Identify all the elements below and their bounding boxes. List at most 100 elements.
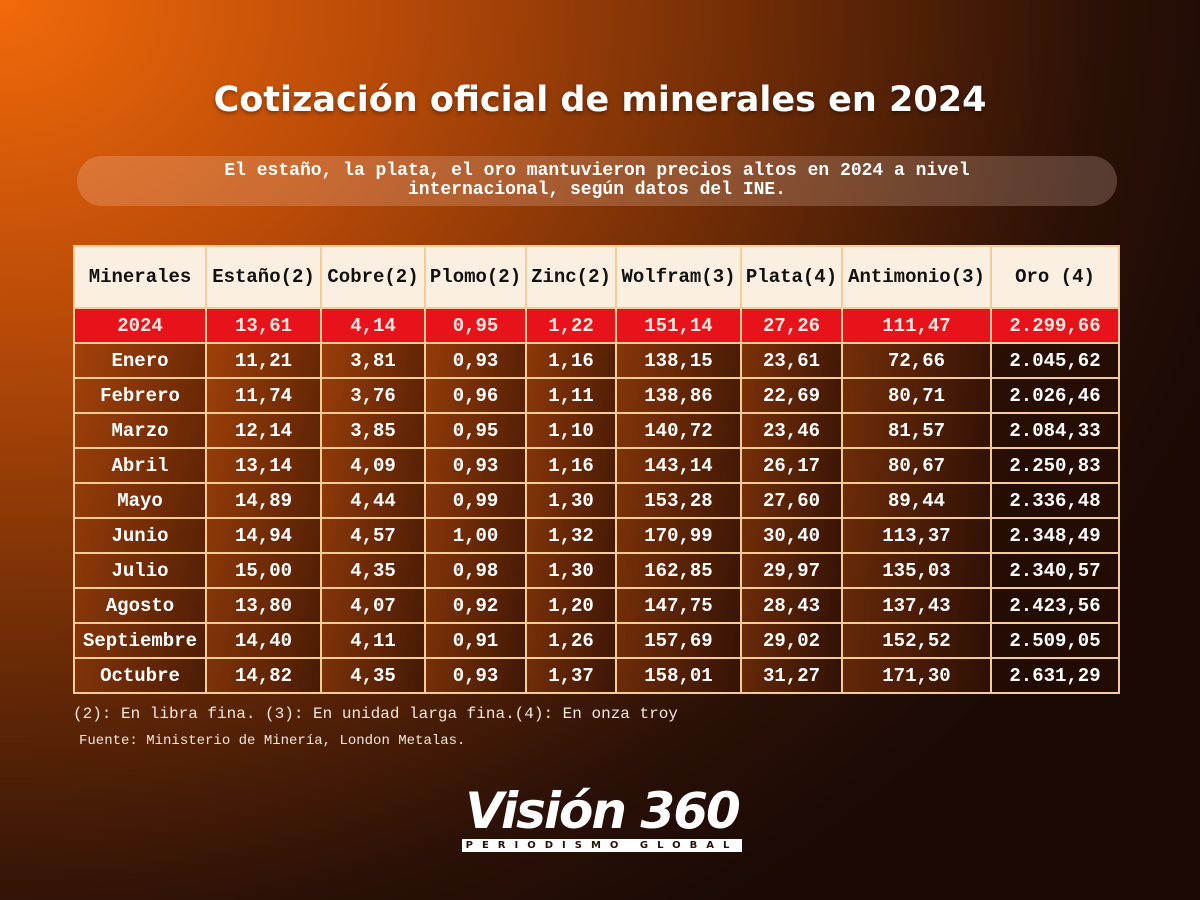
- table-cell: 171,30: [841, 657, 992, 694]
- month-cell: Febrero: [73, 377, 207, 414]
- table-cell: 1,16: [525, 342, 617, 379]
- subtitle-banner: El estaño, la plata, el oro mantuvieron …: [77, 156, 1117, 206]
- table-cell: 2.423,56: [990, 587, 1120, 624]
- table-cell: 162,85: [615, 552, 742, 589]
- table-header-row: Minerales Estaño(2) Cobre(2) Plomo(2) Zinc(2…: [73, 245, 1120, 309]
- table-cell: 1,37: [525, 657, 617, 694]
- column-header: Cobre(2): [320, 245, 426, 309]
- column-header: Oro (4): [990, 245, 1120, 309]
- table-cell: 11,74: [205, 377, 322, 414]
- table-cell: 1,16: [525, 447, 617, 484]
- source-note: Fuente: Ministerio de Minería, London Me…: [79, 733, 466, 749]
- table-cell: 138,86: [615, 377, 742, 414]
- vision360-logo: Visión 360 PERIODISMO GLOBAL: [462, 785, 742, 852]
- table-cell: 72,66: [841, 342, 992, 379]
- table-cell: 14,40: [205, 622, 322, 659]
- table-cell: 28,43: [740, 587, 843, 624]
- table-cell: 4,14: [320, 307, 426, 344]
- table-row: Octubre 14,82 4,35 0,93 1,37 158,01 31,27 171,3…: [73, 657, 1120, 694]
- month-cell: Abril: [73, 447, 207, 484]
- table-cell: 158,01: [615, 657, 742, 694]
- table-cell: 80,71: [841, 377, 992, 414]
- month-cell: Marzo: [73, 412, 207, 449]
- month-cell: Agosto: [73, 587, 207, 624]
- table-cell: 140,72: [615, 412, 742, 449]
- table-cell: 29,97: [740, 552, 843, 589]
- table-cell: 2.348,49: [990, 517, 1120, 554]
- table-row: Mayo 14,89 4,44 0,99 1,30 153,28 27,60 89,44 2.3…: [73, 482, 1120, 519]
- table-cell: 2.509,05: [990, 622, 1120, 659]
- table-cell: 2.631,29: [990, 657, 1120, 694]
- table-cell: 4,35: [320, 657, 426, 694]
- table-cell: 138,15: [615, 342, 742, 379]
- table-row: Enero 11,21 3,81 0,93 1,16 138,15 23,61 72,66 2.…: [73, 342, 1120, 379]
- table-cell: 13,14: [205, 447, 322, 484]
- table-cell: 0,95: [424, 307, 527, 344]
- table-cell: 1,26: [525, 622, 617, 659]
- table-cell: 1,32: [525, 517, 617, 554]
- table-cell: 1,20: [525, 587, 617, 624]
- table-cell: 81,57: [841, 412, 992, 449]
- table-cell: 26,17: [740, 447, 843, 484]
- minerals-price-table: Minerales Estaño(2) Cobre(2) Plomo(2) Zinc(2…: [73, 245, 1120, 694]
- table-cell: 3,76: [320, 377, 426, 414]
- table-cell: 0,96: [424, 377, 527, 414]
- column-header: Wolfram(3): [615, 245, 742, 309]
- month-cell: Mayo: [73, 482, 207, 519]
- table-cell: 0,91: [424, 622, 527, 659]
- column-header: Minerales: [73, 245, 207, 309]
- table-cell: 0,93: [424, 447, 527, 484]
- table-cell: 22,69: [740, 377, 843, 414]
- table-row: Abril 13,14 4,09 0,93 1,16 143,14 26,17 80,67 2.…: [73, 447, 1120, 484]
- table-cell: 12,14: [205, 412, 322, 449]
- table-row-total-2024: 2024 13,61 4,14 0,95 1,22 151,14 27,26 111,47 2.…: [73, 307, 1120, 344]
- column-header: Zinc(2): [525, 245, 617, 309]
- table-cell: 13,80: [205, 587, 322, 624]
- table-cell: 4,35: [320, 552, 426, 589]
- table-row: Junio 14,94 4,57 1,00 1,32 170,99 30,40 113,37 2…: [73, 517, 1120, 554]
- table-cell: 31,27: [740, 657, 843, 694]
- table-row: Septiembre 14,40 4,11 0,91 1,26 157,69 29,02 15…: [73, 622, 1120, 659]
- table-cell: 137,43: [841, 587, 992, 624]
- table-cell: 14,82: [205, 657, 322, 694]
- table-cell: 1,22: [525, 307, 617, 344]
- table-cell: 153,28: [615, 482, 742, 519]
- table-cell: 2.026,46: [990, 377, 1120, 414]
- table-cell: 80,67: [841, 447, 992, 484]
- table-row: Julio 15,00 4,35 0,98 1,30 162,85 29,97 135,03 2…: [73, 552, 1120, 589]
- table-cell: 4,09: [320, 447, 426, 484]
- logo-tagline: PERIODISMO GLOBAL: [462, 839, 742, 852]
- table-cell: 2.084,33: [990, 412, 1120, 449]
- table-cell: 11,21: [205, 342, 322, 379]
- logo-wordmark: Visión 360: [465, 782, 741, 840]
- table-cell: 0,99: [424, 482, 527, 519]
- table-row: Marzo 12,14 3,85 0,95 1,10 140,72 23,46 81,57 2.…: [73, 412, 1120, 449]
- table-cell: 2.340,57: [990, 552, 1120, 589]
- table-cell: 1,00: [424, 517, 527, 554]
- table-cell: 27,26: [740, 307, 843, 344]
- table-cell: 29,02: [740, 622, 843, 659]
- month-cell: Septiembre: [73, 622, 207, 659]
- table-cell: 1,30: [525, 482, 617, 519]
- table-cell: 13,61: [205, 307, 322, 344]
- table-cell: 143,14: [615, 447, 742, 484]
- table-cell: 170,99: [615, 517, 742, 554]
- units-note: (2): En libra fina. (3): En unidad larga…: [73, 705, 678, 723]
- month-cell: Julio: [73, 552, 207, 589]
- table-cell: 113,37: [841, 517, 992, 554]
- table-cell: 3,85: [320, 412, 426, 449]
- table-cell: 0,93: [424, 342, 527, 379]
- table-cell: 152,52: [841, 622, 992, 659]
- page-title: Cotización oficial de minerales en 2024: [213, 80, 987, 120]
- table-cell: 14,94: [205, 517, 322, 554]
- table-cell: 0,93: [424, 657, 527, 694]
- table-cell: 27,60: [740, 482, 843, 519]
- table-cell: 151,14: [615, 307, 742, 344]
- table-cell: 3,81: [320, 342, 426, 379]
- table-cell: 111,47: [841, 307, 992, 344]
- month-cell: Octubre: [73, 657, 207, 694]
- table-row: Febrero 11,74 3,76 0,96 1,11 138,86 22,69 80,71…: [73, 377, 1120, 414]
- subtitle-text: El estaño, la plata, el oro mantuvieron …: [224, 161, 970, 200]
- table-cell: 23,61: [740, 342, 843, 379]
- table-cell: 14,89: [205, 482, 322, 519]
